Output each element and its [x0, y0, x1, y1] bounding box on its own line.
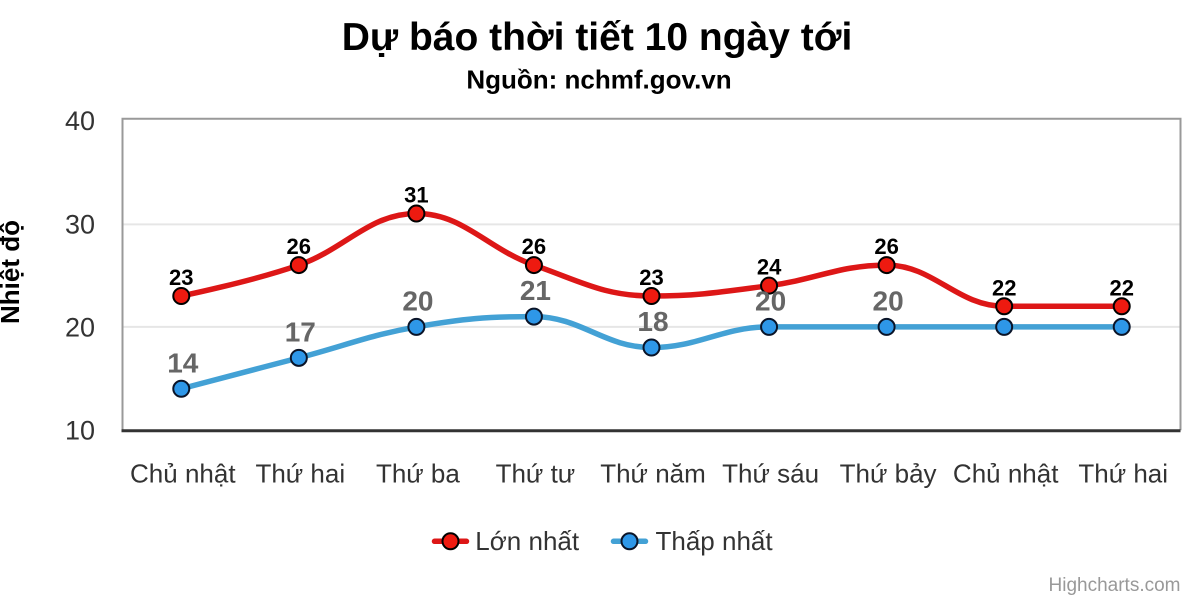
svg-text:20: 20 [755, 285, 786, 316]
svg-text:Chủ nhật: Chủ nhật [953, 459, 1059, 489]
svg-text:Dự báo thời tiết 10 ngày tới: Dự báo thời tiết 10 ngày tới [342, 16, 853, 59]
svg-text:Thứ hai: Thứ hai [1078, 459, 1168, 489]
svg-text:21: 21 [520, 275, 551, 306]
svg-text:Thứ ba: Thứ ba [376, 459, 460, 489]
svg-text:20: 20 [402, 285, 433, 316]
svg-text:17: 17 [285, 316, 316, 347]
svg-text:Thấp nhất: Thấp nhất [656, 526, 774, 556]
svg-text:18: 18 [637, 306, 668, 337]
svg-text:40: 40 [65, 106, 95, 136]
svg-text:Highcharts.com: Highcharts.com [1049, 575, 1181, 596]
svg-text:22: 22 [992, 275, 1016, 300]
svg-text:30: 30 [65, 209, 95, 239]
svg-text:23: 23 [169, 265, 193, 290]
svg-text:Thứ sáu: Thứ sáu [722, 459, 819, 489]
svg-text:26: 26 [287, 234, 311, 259]
svg-text:Thứ tư: Thứ tư [496, 459, 576, 489]
svg-text:Nhiệt độ: Nhiệt độ [0, 220, 25, 324]
svg-text:10: 10 [65, 416, 95, 446]
svg-text:26: 26 [874, 234, 898, 259]
svg-text:Lớn nhất: Lớn nhất [475, 526, 580, 556]
svg-text:24: 24 [757, 255, 782, 280]
svg-text:14: 14 [167, 347, 199, 378]
svg-text:Thứ hai: Thứ hai [255, 459, 345, 489]
svg-text:23: 23 [639, 265, 663, 290]
svg-text:22: 22 [1109, 275, 1133, 300]
svg-text:20: 20 [65, 312, 95, 342]
svg-text:31: 31 [404, 183, 428, 208]
svg-text:Thứ bảy: Thứ bảy [840, 459, 937, 489]
svg-text:20: 20 [873, 285, 904, 316]
svg-text:Thứ năm: Thứ năm [600, 459, 706, 489]
svg-text:26: 26 [522, 234, 546, 259]
svg-text:Chủ nhật: Chủ nhật [130, 459, 236, 489]
svg-text:Nguồn: nchmf.gov.vn: Nguồn: nchmf.gov.vn [466, 65, 731, 95]
